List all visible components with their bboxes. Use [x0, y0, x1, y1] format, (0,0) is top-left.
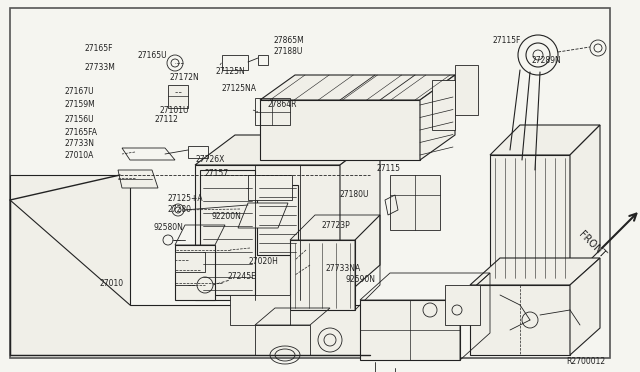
Polygon shape	[445, 285, 480, 325]
Polygon shape	[255, 325, 310, 355]
Polygon shape	[470, 258, 600, 285]
Polygon shape	[290, 240, 355, 310]
Polygon shape	[238, 203, 288, 228]
Text: 27865M: 27865M	[274, 36, 305, 45]
Polygon shape	[470, 285, 570, 355]
Polygon shape	[420, 75, 455, 160]
Polygon shape	[260, 100, 420, 160]
Text: 92580N: 92580N	[154, 223, 184, 232]
Text: 27115F: 27115F	[493, 36, 521, 45]
Text: 27020H: 27020H	[248, 257, 278, 266]
Text: 27280: 27280	[168, 205, 192, 214]
Polygon shape	[260, 75, 455, 100]
Polygon shape	[490, 155, 570, 280]
Polygon shape	[175, 245, 215, 300]
Text: 27167U: 27167U	[64, 87, 93, 96]
Text: 27157: 27157	[205, 169, 229, 178]
Polygon shape	[195, 135, 380, 165]
Polygon shape	[10, 175, 370, 355]
Text: 27188U: 27188U	[274, 47, 303, 56]
Polygon shape	[570, 258, 600, 355]
Text: 27101U: 27101U	[160, 106, 189, 115]
Text: 27010: 27010	[99, 279, 124, 288]
Text: 27726X: 27726X	[196, 155, 225, 164]
Polygon shape	[230, 295, 290, 325]
Text: 27125NA: 27125NA	[221, 84, 257, 93]
Polygon shape	[168, 85, 188, 108]
Text: 27115: 27115	[376, 164, 401, 173]
Polygon shape	[118, 170, 158, 188]
Text: 27172N: 27172N	[170, 73, 199, 81]
Polygon shape	[570, 125, 600, 280]
Polygon shape	[455, 65, 478, 115]
Text: 27165F: 27165F	[84, 44, 113, 53]
Text: 27112: 27112	[155, 115, 179, 124]
Text: 27733M: 27733M	[84, 63, 115, 72]
Text: 27159M: 27159M	[64, 100, 95, 109]
Text: 92590N: 92590N	[346, 275, 376, 284]
Text: 27165FA: 27165FA	[64, 128, 97, 137]
Polygon shape	[360, 300, 460, 360]
Text: 27733N: 27733N	[64, 139, 94, 148]
Text: 27245E: 27245E	[227, 272, 256, 280]
Polygon shape	[340, 135, 380, 300]
Text: 27723P: 27723P	[321, 221, 350, 230]
Text: 27289N: 27289N	[531, 56, 561, 65]
Text: 27125+A: 27125+A	[168, 194, 204, 203]
Polygon shape	[490, 125, 600, 155]
Text: 27733NA: 27733NA	[325, 264, 360, 273]
Polygon shape	[390, 175, 440, 230]
Text: 92200N: 92200N	[211, 212, 241, 221]
Text: R2700012: R2700012	[566, 357, 605, 366]
Text: 27864R: 27864R	[268, 100, 297, 109]
Text: 27010A: 27010A	[64, 151, 93, 160]
Text: 27156U: 27156U	[64, 115, 93, 124]
Text: FRONT: FRONT	[577, 230, 607, 260]
Polygon shape	[175, 252, 205, 272]
Polygon shape	[432, 80, 455, 130]
Text: 27125N: 27125N	[215, 67, 244, 76]
Text: 27180U: 27180U	[339, 190, 369, 199]
Text: 27165U: 27165U	[138, 51, 167, 60]
Polygon shape	[195, 165, 340, 300]
Polygon shape	[248, 175, 292, 200]
